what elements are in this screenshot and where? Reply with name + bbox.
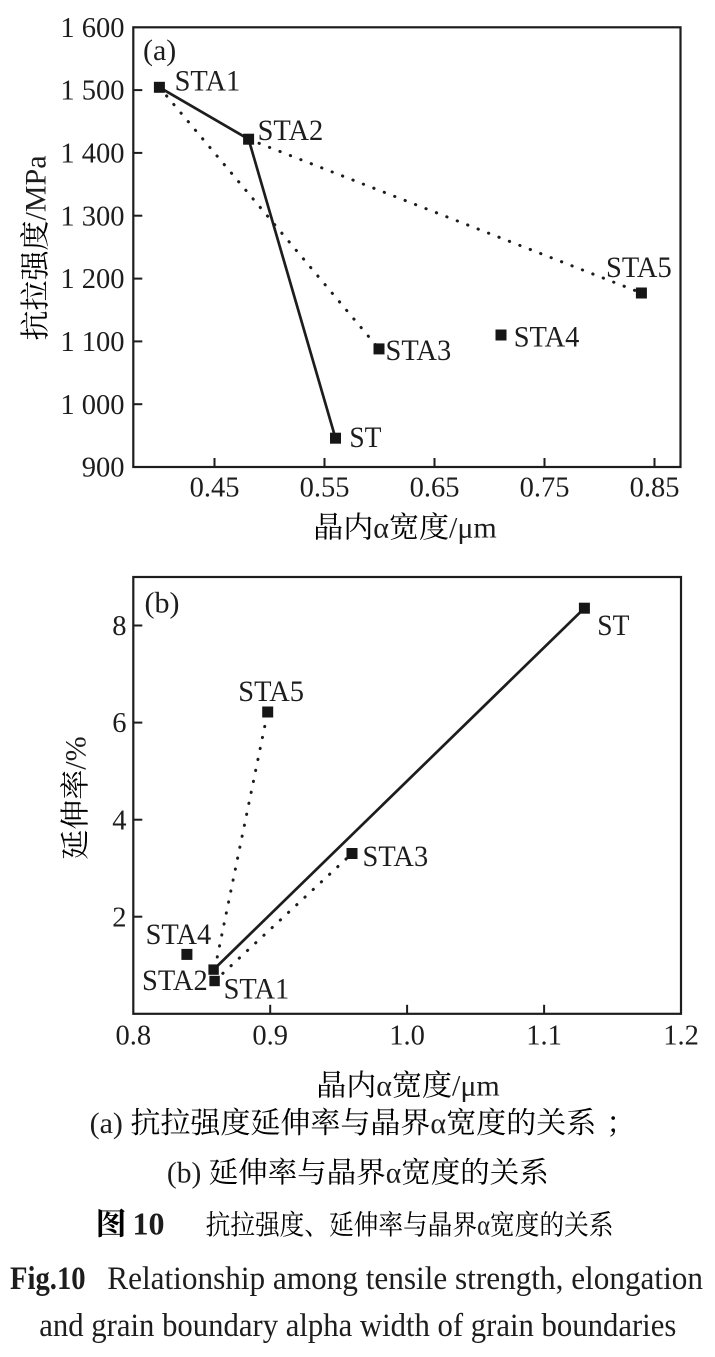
svg-text:2: 2: [112, 902, 126, 933]
svg-text:ST: ST: [597, 610, 629, 642]
svg-text:8: 8: [112, 611, 126, 642]
svg-text:(a): (a): [90, 1107, 123, 1140]
svg-text:STA2: STA2: [142, 965, 208, 997]
svg-text:1.2: 1.2: [663, 1021, 699, 1052]
svg-text:STA2: STA2: [258, 115, 324, 147]
svg-text:10: 10: [133, 1206, 165, 1242]
svg-text:1 500: 1 500: [60, 76, 124, 107]
svg-text:α: α: [376, 1070, 392, 1103]
svg-text:STA3: STA3: [386, 335, 452, 367]
svg-text:4: 4: [112, 805, 126, 836]
svg-text:1.0: 1.0: [389, 1021, 425, 1052]
svg-text:0.55: 0.55: [300, 473, 350, 504]
svg-text:/MPa: /MPa: [20, 155, 53, 220]
svg-text:0.45: 0.45: [190, 473, 240, 504]
svg-text:/μm: /μm: [449, 512, 497, 545]
svg-text:1.1: 1.1: [526, 1021, 562, 1052]
svg-text:/μm: /μm: [452, 1070, 500, 1103]
svg-text:6: 6: [112, 708, 126, 739]
svg-text:and grain boundary alpha width: and grain boundary alpha width of grain …: [39, 1308, 676, 1344]
svg-text:0.85: 0.85: [630, 473, 680, 504]
svg-text:1 000: 1 000: [60, 390, 124, 421]
svg-text:1 600: 1 600: [60, 13, 124, 44]
svg-text:α: α: [373, 512, 389, 545]
svg-text:STA5: STA5: [238, 676, 304, 708]
svg-text:STA1: STA1: [175, 66, 241, 98]
svg-text:STA1: STA1: [224, 974, 290, 1006]
svg-text:0.8: 0.8: [115, 1021, 151, 1052]
svg-text:1 200: 1 200: [60, 264, 124, 295]
svg-text:0.65: 0.65: [410, 473, 460, 504]
svg-text:STA4: STA4: [146, 919, 212, 951]
svg-text:1 300: 1 300: [60, 201, 124, 232]
svg-text:1 100: 1 100: [60, 327, 124, 358]
svg-text:0.9: 0.9: [252, 1021, 288, 1052]
svg-text:(b): (b): [145, 587, 180, 620]
svg-text:Relationship among tensile str: Relationship among tensile strength, elo…: [107, 1261, 703, 1297]
svg-text:STA5: STA5: [606, 252, 672, 284]
svg-text:α: α: [430, 1107, 446, 1140]
svg-text:(b): (b): [167, 1158, 201, 1190]
svg-text:STA4: STA4: [514, 322, 580, 354]
svg-text:(a): (a): [143, 34, 176, 67]
svg-text:1 400: 1 400: [60, 139, 124, 170]
svg-text:α: α: [386, 1158, 401, 1190]
svg-text:900: 900: [82, 453, 125, 484]
svg-text:Fig.10: Fig.10: [10, 1261, 86, 1297]
svg-text:α: α: [477, 1209, 490, 1241]
svg-text:/%: /%: [60, 736, 93, 769]
svg-text:ST: ST: [349, 422, 381, 454]
svg-text:0.75: 0.75: [520, 473, 570, 504]
svg-text:STA3: STA3: [363, 841, 429, 873]
